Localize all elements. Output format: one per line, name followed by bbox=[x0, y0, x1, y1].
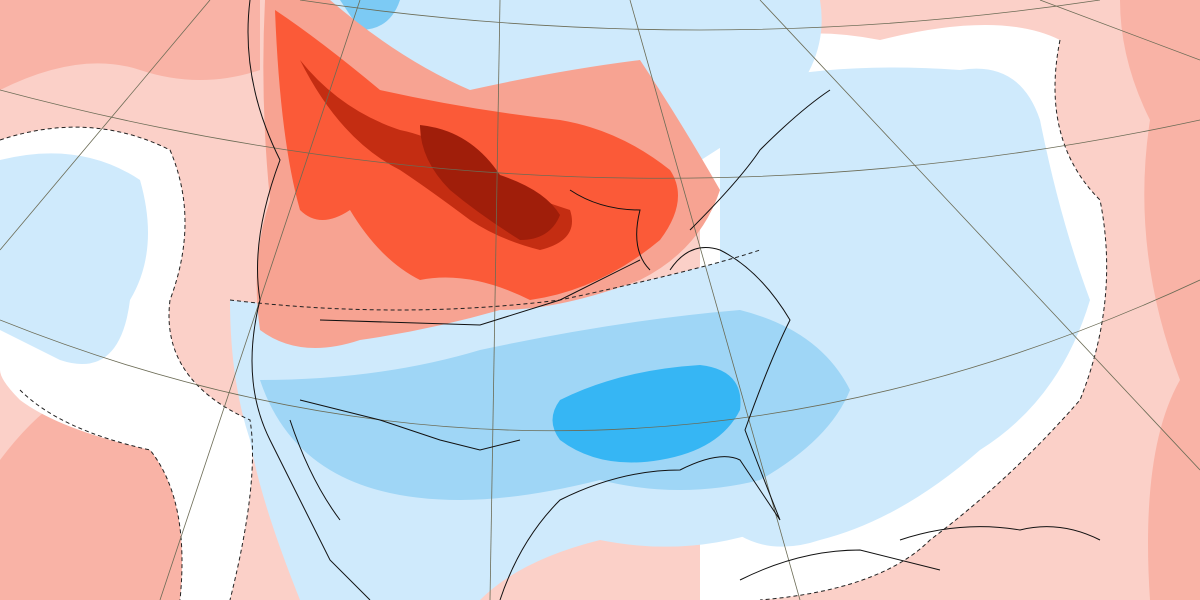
coastline bbox=[689, 89, 831, 231]
latitude-line bbox=[299, 0, 1101, 31]
zero-contour bbox=[0, 126, 253, 600]
coastline bbox=[739, 549, 941, 581]
longitude-line bbox=[759, 0, 1200, 471]
coastline bbox=[289, 419, 341, 521]
coastline bbox=[899, 526, 1101, 541]
longitude-line bbox=[0, 0, 211, 251]
latitude-line bbox=[0, 89, 1200, 179]
coastline bbox=[569, 189, 651, 271]
coastline bbox=[499, 247, 791, 600]
zero-contour bbox=[229, 249, 761, 311]
longitude-line bbox=[489, 0, 501, 600]
coastline bbox=[247, 0, 371, 600]
longitude-line bbox=[1039, 0, 1200, 61]
hottest-region bbox=[420, 125, 560, 240]
cold-region bbox=[260, 310, 850, 500]
zero-contour bbox=[759, 39, 1108, 600]
colder-region bbox=[552, 365, 741, 463]
border-line bbox=[319, 259, 641, 326]
border-line bbox=[299, 399, 521, 451]
latitude-line bbox=[0, 279, 1200, 432]
zero-contour bbox=[19, 389, 183, 600]
warm-patch bbox=[0, 0, 260, 90]
warm-patch bbox=[1120, 0, 1200, 600]
